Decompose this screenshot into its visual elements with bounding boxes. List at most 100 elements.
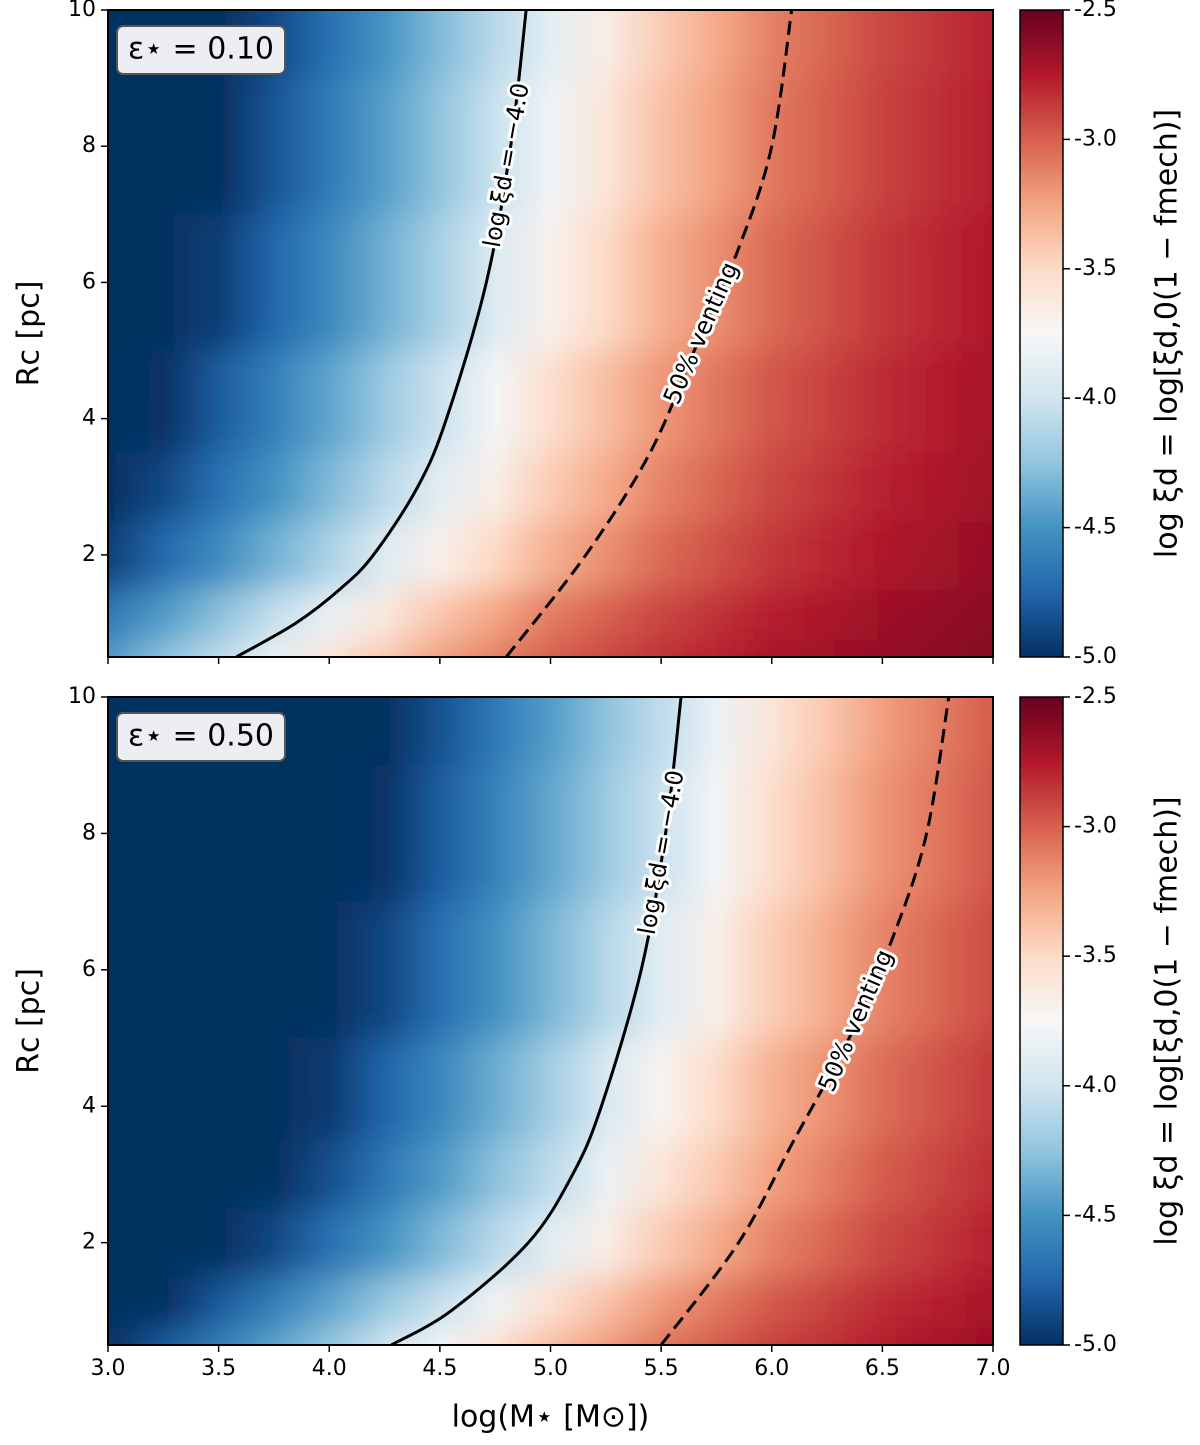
x-tick-label: 7.0	[976, 1356, 1011, 1381]
field-cell	[716, 639, 828, 657]
x-tick-label: 4.0	[312, 1356, 347, 1381]
field-cell	[163, 350, 275, 454]
y-tick-label: 8	[82, 820, 96, 845]
annotation-box	[116, 25, 287, 75]
field-cell	[937, 765, 993, 903]
field-cell	[716, 520, 828, 590]
field-cell	[495, 214, 607, 352]
field-cell	[495, 1038, 607, 1141]
field-cell	[827, 350, 939, 454]
y-tick-label: 8	[82, 133, 96, 158]
field-cell	[937, 1327, 993, 1345]
x-tick-label: 5.0	[533, 1356, 568, 1381]
colorbar-tick-label: -4.0	[1074, 1073, 1117, 1098]
field-cell	[273, 10, 386, 79]
contour-line	[235, 10, 528, 657]
field-cell	[605, 765, 717, 903]
field-cell	[605, 452, 717, 522]
field-cell	[108, 350, 164, 454]
field-cell	[716, 452, 828, 522]
colorbar-label: log ξd = log[ξd,0(1 − fmech)]	[1150, 796, 1185, 1245]
field-cell	[384, 78, 496, 215]
field-cell	[273, 697, 386, 766]
field-cell	[108, 78, 164, 215]
field-cell	[273, 214, 386, 352]
field-cell	[937, 901, 993, 1039]
field-cell	[384, 588, 496, 641]
field-cell	[384, 1140, 496, 1210]
field-cell	[108, 1208, 164, 1278]
field-cell	[384, 452, 496, 522]
field-cell	[605, 520, 717, 590]
field-cell	[827, 1208, 939, 1278]
field-cell	[495, 78, 607, 215]
field-cell	[384, 1276, 496, 1329]
y-tick-label: 4	[82, 1093, 96, 1118]
y-axis-label: Rc [pc]	[12, 968, 47, 1074]
field-cell	[495, 350, 607, 454]
field-cell	[716, 1208, 828, 1278]
field-cell	[384, 697, 496, 766]
field-cell	[937, 1276, 993, 1329]
field-cell	[163, 901, 275, 1039]
field-cell	[108, 1140, 164, 1210]
colorbar-tick-label: -3.0	[1074, 814, 1117, 839]
field-cell	[827, 10, 939, 79]
contour-line	[390, 697, 683, 1345]
field-cell	[605, 1208, 717, 1278]
field-cell	[716, 214, 828, 352]
field-cell	[163, 1038, 275, 1141]
field-cell	[605, 1327, 717, 1345]
field-cell	[605, 697, 717, 766]
field-cell	[384, 520, 496, 590]
field-cell	[716, 350, 828, 454]
field-cell	[384, 1208, 496, 1278]
field-cell	[273, 1208, 386, 1278]
colorbar-tick-label: -2.5	[1074, 0, 1117, 22]
field-cell	[495, 520, 607, 590]
field-cell	[163, 1276, 275, 1329]
field-cell	[108, 214, 164, 352]
field-cell	[937, 639, 993, 657]
field-cell	[937, 588, 993, 641]
field-cell	[108, 520, 164, 590]
colorbar-tick-label: -5.0	[1074, 1332, 1117, 1357]
field-cell	[716, 1276, 828, 1329]
field-cell	[716, 1038, 828, 1141]
field-cell	[827, 78, 939, 215]
x-tick-label: 6.0	[754, 1356, 789, 1381]
field-cell	[605, 1276, 717, 1329]
y-tick-label: 4	[82, 406, 96, 431]
colorbar-tick-label: -3.5	[1074, 943, 1117, 968]
annotation: ε⋆ = 0.50	[128, 719, 274, 754]
field-cell	[163, 520, 275, 590]
field-cell	[937, 78, 993, 215]
field-cell	[495, 452, 607, 522]
field-cells	[108, 697, 993, 1345]
field-cell	[495, 639, 607, 657]
y-tick-label: 6	[82, 957, 96, 982]
field-cell	[273, 1276, 386, 1329]
y-tick-label: 2	[82, 542, 96, 567]
colorbar-tick-label: -2.5	[1074, 684, 1117, 709]
field-cell	[108, 901, 164, 1039]
x-tick-label: 3.0	[91, 1356, 126, 1381]
field-cell	[495, 1208, 607, 1278]
colorbar	[1019, 696, 1064, 1346]
field-cell	[605, 901, 717, 1039]
field-cell	[827, 765, 939, 903]
field-cell	[273, 520, 386, 590]
field	[108, 10, 993, 657]
field-cell	[384, 214, 496, 352]
field-cell	[108, 1038, 164, 1141]
field-cell	[937, 214, 993, 352]
field-cell	[827, 1327, 939, 1345]
field-cell	[495, 10, 607, 79]
y-tick-label: 6	[82, 269, 96, 294]
field-cell	[827, 214, 939, 352]
field-cell	[163, 78, 275, 215]
field-cell	[827, 520, 939, 590]
field-cell	[716, 1140, 828, 1210]
field-cell	[384, 1038, 496, 1141]
